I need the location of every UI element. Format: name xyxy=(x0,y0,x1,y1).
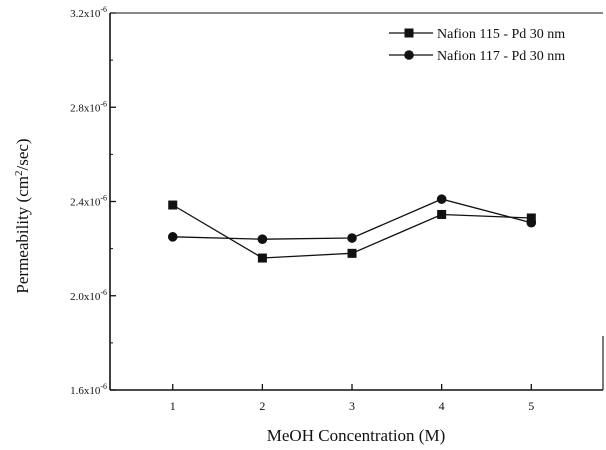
series-2 xyxy=(167,194,537,244)
y-tick-label: 2.4x10-6 xyxy=(70,194,107,209)
y-tick-label: 2.0x10-6 xyxy=(70,288,107,303)
legend-item: Nafion 115 - Pd 30 nm xyxy=(389,27,565,42)
y-axis-label: Permeability (cm2/sec) xyxy=(13,138,32,293)
x-tick-label: 5 xyxy=(528,399,534,413)
data-point xyxy=(347,248,357,258)
x-tick-label: 1 xyxy=(170,399,176,413)
legend-marker xyxy=(404,28,414,38)
data-point xyxy=(436,194,447,204)
x-tick-label: 2 xyxy=(259,399,265,413)
data-point xyxy=(168,200,178,210)
data-point xyxy=(347,233,357,243)
x-tick-label: 4 xyxy=(439,399,445,413)
series-line xyxy=(172,198,532,240)
y-tick-label: 2.8x10-6 xyxy=(70,99,107,114)
data-point xyxy=(167,232,178,242)
data-point xyxy=(437,209,447,219)
y-tick-label: 1.6x10-6 xyxy=(70,382,107,397)
legend-label: Nafion 117 - Pd 30 nm xyxy=(437,49,565,64)
data-point xyxy=(257,253,267,263)
legend-marker xyxy=(404,50,414,60)
legend-label: Nafion 115 - Pd 30 nm xyxy=(437,27,565,42)
legend-item: Nafion 117 - Pd 30 nm xyxy=(389,49,565,64)
x-tick-label: 3 xyxy=(349,399,355,413)
x-axis-label: MeOH Concentration (M) xyxy=(267,426,445,445)
y-tick-label: 3.2x10-6 xyxy=(70,5,107,20)
data-point xyxy=(257,234,268,244)
data-point xyxy=(526,217,537,228)
